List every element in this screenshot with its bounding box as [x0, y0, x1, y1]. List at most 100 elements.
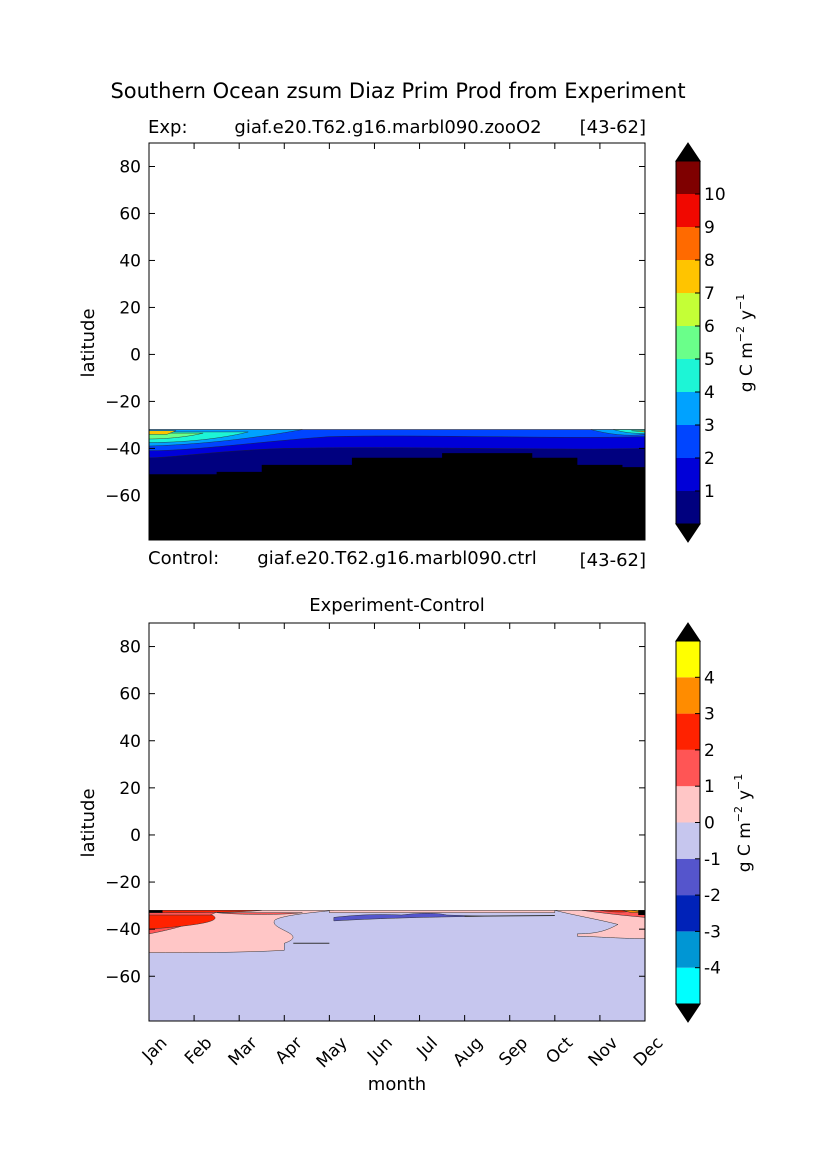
colorbar-segment [676, 931, 700, 968]
x-tick-label: Aug [449, 1033, 487, 1071]
y-tick-label: 0 [130, 345, 141, 365]
colorbar-segment [676, 895, 700, 932]
colorbar-tick-label: 3 [704, 416, 715, 436]
colorbar-segment [676, 260, 700, 293]
colorbar-segment [676, 713, 700, 750]
y-tick-label: −20 [105, 873, 141, 893]
y-tick-label: −20 [105, 392, 141, 412]
colorbar-segment [676, 967, 700, 1004]
colorbar-segment [676, 677, 700, 714]
contour-level-pos-0-strip [329, 910, 556, 913]
experiment-colorbar: 1 2 3 4 5 6 7 8 9 10 [675, 142, 726, 543]
difference-plot-area: 80 60 40 20 0 −20 −40 −60 Jan Feb Mar Apr May Jun Jul A… [105, 622, 667, 1072]
exp-years: [43-62] [580, 117, 646, 138]
colorbar-tick-label: -2 [704, 886, 721, 906]
colorbar-segment [676, 458, 700, 491]
y-tick-label: −60 [105, 486, 141, 506]
colorbar-segment [676, 194, 700, 227]
x-tick-label: Mar [225, 1033, 262, 1070]
colorbar-segment [676, 858, 700, 896]
x-tick-label: Nov [585, 1033, 623, 1071]
x-tick-label: Jul [413, 1033, 442, 1062]
colorbar-segment [676, 425, 700, 458]
colorbar-segment [676, 392, 700, 425]
experiment-panel: Exp: giaf.e20.T62.g16.marbl090.zooO2 [43… [78, 117, 757, 571]
masked-region [149, 453, 645, 540]
x-tick-label: May [313, 1033, 352, 1072]
colorbar-segment [676, 227, 700, 260]
colorbar-tick-label: 3 [704, 705, 715, 725]
contour-over [638, 910, 645, 916]
colorbar-tick-label: 2 [704, 741, 715, 761]
contour-level-2 [148, 429, 646, 451]
x-tick-label: Jan [138, 1033, 171, 1066]
difference-x-axis-label: month [368, 1074, 426, 1095]
y-tick-label: 40 [119, 251, 141, 271]
colorbar-tick-label: -4 [704, 959, 721, 979]
contour-level-neg-1 [333, 913, 488, 922]
colorbar-segment [676, 749, 700, 787]
contour-over-left [149, 910, 163, 913]
exp-case-name: giaf.e20.T62.g16.marbl090.zooO2 [234, 117, 541, 138]
y-tick-label: 60 [119, 685, 141, 705]
exp-label: Exp: [148, 117, 188, 138]
colorbar-tick-label: 8 [704, 251, 715, 271]
x-tick-label: Jun [363, 1033, 397, 1067]
contour-level-pos-1-b [216, 912, 303, 915]
colorbar-tick-label: 6 [704, 317, 715, 337]
difference-title: Experiment-Control [309, 595, 485, 616]
control-case-name: giaf.e20.T62.g16.marbl090.ctrl [257, 548, 536, 569]
colorbar-tick-label: 7 [704, 284, 715, 304]
colorbar-under-triangle [675, 523, 701, 543]
experiment-colorbar-label: g C m−2y−1 [734, 294, 757, 393]
colorbar-tick-label: 1 [704, 482, 715, 502]
y-tick-label: 20 [119, 779, 141, 799]
colorbar-tick-label: 2 [704, 449, 715, 469]
colorbar-segment [676, 822, 700, 859]
x-tick-label: Oct [542, 1033, 577, 1068]
y-tick-label: 20 [119, 298, 141, 318]
difference-colorbar-label: g C m−2y−1 [732, 774, 755, 873]
control-label: Control: [148, 548, 219, 569]
colorbar-tick-label: 1 [704, 777, 715, 797]
y-tick-label: 60 [119, 204, 141, 224]
plot-frame [148, 142, 646, 541]
experiment-plot-area: 80 60 40 20 0 −20 −40 −60 [105, 142, 646, 541]
y-tick-label: 80 [119, 157, 141, 177]
colorbar-segment [676, 326, 700, 359]
colorbar-tick-label: -3 [704, 922, 721, 942]
y-tick-label: −40 [105, 439, 141, 459]
colorbar-tick-label: 0 [704, 814, 715, 834]
colorbar-segment [676, 786, 700, 823]
colorbar-tick-label: -1 [704, 850, 721, 870]
x-tick-label: Feb [181, 1033, 216, 1068]
y-tick-label: 40 [119, 732, 141, 752]
y-tick-label: −40 [105, 920, 141, 940]
contour-level-pos-0-right [554, 910, 646, 939]
colorbar-segment [676, 359, 700, 392]
y-tick-label: −60 [105, 967, 141, 987]
colorbar-tick-label: 10 [704, 185, 726, 205]
colorbar-segment [676, 491, 700, 524]
colorbar-segment [676, 641, 700, 678]
difference-colorbar: -4 -3 -2 -1 0 1 2 3 4 [675, 622, 721, 1023]
x-tick-label: Apr [272, 1033, 307, 1068]
difference-y-axis-label: latitude [78, 788, 99, 857]
experiment-y-axis-label: latitude [78, 308, 99, 377]
contour-line [464, 914, 555, 917]
x-tick-label: Dec [630, 1033, 667, 1070]
colorbar-frame [675, 160, 701, 525]
colorbar-segment [676, 293, 700, 326]
x-tick-label: Sep [495, 1033, 532, 1070]
colorbar-tick-label: 9 [704, 218, 715, 238]
colorbar-over-triangle [675, 622, 701, 642]
colorbar-under-triangle [675, 1003, 701, 1023]
plot-frame [148, 622, 646, 1022]
y-tick-label: 80 [119, 638, 141, 658]
colorbar-over-triangle [675, 142, 701, 162]
colorbar-tick-label: 5 [704, 350, 715, 370]
figure-title: Southern Ocean zsum Diaz Prim Prod from … [110, 79, 685, 103]
colorbar-segment [676, 161, 700, 194]
colorbar-tick-label: 4 [704, 383, 715, 403]
